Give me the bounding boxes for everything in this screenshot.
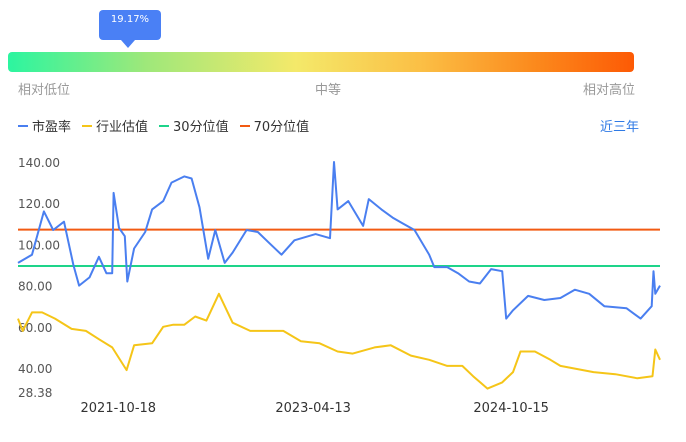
series-line: [17, 292, 661, 390]
series-lines: [17, 161, 661, 390]
y-tick-label: 120.00: [18, 197, 60, 211]
legend-swatch-p30: [159, 124, 170, 127]
y-tick-label: 80.00: [18, 280, 52, 294]
x-tick-label: 2023-04-13: [275, 401, 351, 416]
y-tick-label: 140.00: [18, 156, 60, 170]
valuation-gauge-bar: [8, 52, 634, 72]
legend-label-pe: 市盈率: [32, 120, 72, 135]
percentile-value: 19.17%: [110, 14, 150, 25]
legend-swatch-industry: [82, 124, 93, 127]
x-tick-label: 2021-10-18: [81, 401, 157, 416]
x-tick-label: 2024-10-15: [473, 401, 549, 416]
legend-label-p70: 70分位值: [253, 120, 310, 135]
gauge-mid-label: 中等: [315, 83, 342, 98]
legend-item-pe[interactable]: 市盈率: [18, 116, 71, 135]
time-range-selector[interactable]: 近三年: [600, 120, 640, 135]
reference-lines: [18, 228, 660, 268]
gauge-low-label: 相对低位: [18, 83, 71, 98]
y-tick-label: 28.38: [18, 386, 52, 400]
x-axis-labels: 2021-10-18 2023-04-13 2024-10-15: [81, 401, 549, 416]
y-tick-label: 40.00: [18, 362, 52, 376]
legend-item-p70[interactable]: 70分位值: [239, 116, 310, 135]
legend-item-p30[interactable]: 30分位值: [159, 116, 229, 135]
legend-item-industry[interactable]: 行业估值: [82, 116, 148, 135]
y-tick-label: 100.00: [18, 238, 60, 252]
percentile-tooltip: 19.17%: [99, 10, 161, 48]
legend-swatch-p70: [239, 124, 250, 127]
legend-swatch-pe: [18, 124, 28, 127]
chart-legend: 市盈率 行业估值 30分位值 70分位值: [18, 116, 320, 135]
legend-label-p30: 30分位值: [173, 120, 229, 135]
legend-label-industry: 行业估值: [96, 120, 149, 135]
gauge-high-label: 相对高位: [583, 83, 636, 98]
series-line: [17, 161, 661, 320]
